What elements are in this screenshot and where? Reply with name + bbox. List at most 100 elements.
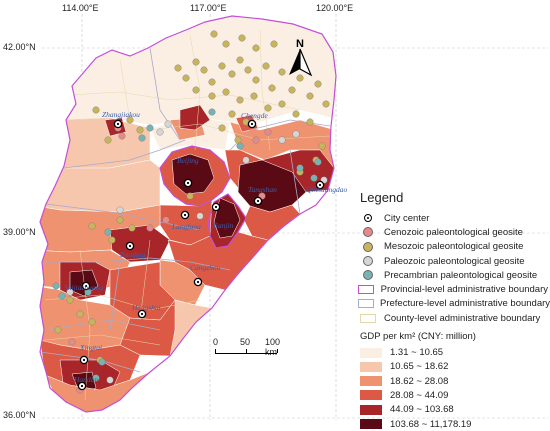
- geosite-point: [54, 326, 62, 334]
- legend-item-mesozoic: Mesozoic paleontological geosite: [358, 240, 548, 254]
- legend-item-county-boundary: County-level administrative boundary: [358, 311, 548, 325]
- city-center-dot: [318, 183, 322, 187]
- geosite-point: [222, 40, 230, 48]
- city-label: Hengshui: [131, 303, 161, 312]
- municipality-boundaries: [159, 145, 247, 249]
- gdp-legend-title: GDP per km² (CNY: million): [360, 331, 476, 343]
- geosite-point: [310, 174, 318, 182]
- geosite-point: [208, 78, 216, 86]
- geosite-point: [292, 110, 300, 118]
- legend-item-city-center: City center: [358, 211, 548, 225]
- north-arrow-icon: N: [289, 38, 313, 77]
- geosite-point: [264, 104, 272, 112]
- geosite-point: [244, 66, 252, 74]
- geosite-point: [88, 222, 96, 230]
- gdp-class-row: 10.65 ~ 18.62: [358, 360, 548, 374]
- scale-tick-50: 50: [240, 337, 251, 347]
- geosite-point: [296, 74, 304, 82]
- gdp-class-swatch: [360, 376, 382, 387]
- lon-label-120: 120.00°E: [316, 3, 354, 13]
- geosite-point: [108, 236, 116, 244]
- geosite-point: [146, 224, 154, 232]
- geosite-point: [278, 100, 286, 108]
- geosite-point: [228, 110, 236, 118]
- cenozoic-geosite-icon: [363, 227, 373, 238]
- gdp-class-label: 1.31 ~ 10.65: [390, 347, 444, 359]
- city-label: Cangzhou: [190, 263, 221, 272]
- geosite-point: [136, 126, 144, 134]
- gdp-region: [171, 153, 215, 195]
- lat-label-39: 39.00°N: [3, 227, 36, 237]
- geosite-point: [306, 118, 314, 126]
- gdp-region: [179, 104, 211, 131]
- legend-item-paleozoic: Paleozoic paleontological geosite: [358, 254, 548, 268]
- geosite-point: [252, 136, 260, 144]
- city-centers: Zhangjiakou Chengde Beijing Tangshan Qinhuan…: [64, 110, 348, 391]
- legend-item-provincial-boundary: Provincial-level administrative boundary: [358, 282, 548, 296]
- geosite-point: [314, 158, 322, 166]
- geosite-point: [322, 100, 330, 108]
- gdp-class-label: 28.08 ~ 44.09: [390, 389, 449, 401]
- north-label: N: [296, 38, 304, 50]
- geosite-point: [88, 318, 96, 326]
- geosite-point: [68, 338, 76, 346]
- city-center-dot: [256, 199, 260, 203]
- gdp-class-row: 103.68 ~ 11,178.19: [358, 417, 548, 431]
- city-label: Xingtai: [79, 343, 102, 352]
- city-label: Zhangjiakou: [102, 110, 140, 119]
- gdp-class-row: 44.09 ~ 103.68: [358, 403, 548, 417]
- city-label: Beijing: [177, 156, 199, 165]
- geosite-point: [196, 212, 204, 220]
- geosite-point: [252, 76, 260, 84]
- paleozoic-geosite-icon: [363, 256, 373, 267]
- geosite-point: [236, 96, 244, 104]
- city-label: Tangshan: [248, 185, 277, 194]
- geosite-point: [128, 224, 136, 232]
- geosite-point: [146, 124, 154, 132]
- gdp-class-row: 1.31 ~ 10.65: [358, 345, 548, 359]
- legend-title: Legend: [360, 190, 404, 205]
- gdp-legend-classes: 1.31 ~ 10.65 10.65 ~ 18.62 18.62 ~ 28.08 28…: [358, 345, 548, 431]
- mesozoic-geosite-icon: [363, 241, 373, 252]
- legend-item-cenozoic: Cenozoic paleontological geosite: [358, 225, 548, 239]
- geosite-point: [208, 92, 216, 100]
- prefecture-boundary-icon: [358, 299, 374, 309]
- geosite-point: [192, 58, 200, 66]
- geosite-point: [116, 206, 124, 214]
- city-center-dot: [128, 244, 132, 248]
- geosite-point: [306, 92, 314, 100]
- lat-label-36: 36.00°N: [3, 410, 36, 420]
- city-label: Handan: [73, 375, 98, 384]
- geosite-point: [66, 288, 74, 296]
- city-center-dot: [84, 284, 88, 288]
- city-center-dot: [196, 280, 200, 284]
- geosite-point: [92, 106, 100, 114]
- city-label: Chengde: [241, 111, 268, 120]
- gdp-class-label: 44.09 ~ 103.68: [390, 404, 454, 416]
- gdp-class-swatch: [360, 361, 382, 372]
- geosite-point: [164, 120, 172, 128]
- geosite-point: [236, 142, 244, 150]
- geosite-point: [208, 108, 216, 116]
- geosite-point: [270, 40, 278, 48]
- geosite-point: [104, 136, 112, 144]
- precambrian-geosite-icon: [363, 270, 373, 281]
- gdp-class-label: 103.68 ~ 11,178.19: [390, 418, 472, 430]
- geosite-point: [250, 92, 258, 100]
- geosite-point: [318, 142, 326, 150]
- city-label: Tianjin: [212, 221, 234, 230]
- geosite-point: [192, 86, 200, 94]
- geosite-point: [104, 228, 112, 236]
- geosite-point: [200, 66, 208, 74]
- provincial-boundary-icon: [358, 285, 375, 295]
- gdp-class-swatch: [360, 404, 382, 415]
- city-center-dot: [116, 122, 120, 126]
- gdp-class-swatch: [360, 419, 382, 429]
- map-legend: Legend City center Cenozoic paleontologi…: [358, 190, 550, 431]
- geosite-point: [76, 310, 84, 318]
- city-center-dot: [140, 312, 144, 316]
- geosite-point: [288, 86, 296, 94]
- city-center-dot: [214, 205, 218, 209]
- geosite-point: [138, 134, 146, 142]
